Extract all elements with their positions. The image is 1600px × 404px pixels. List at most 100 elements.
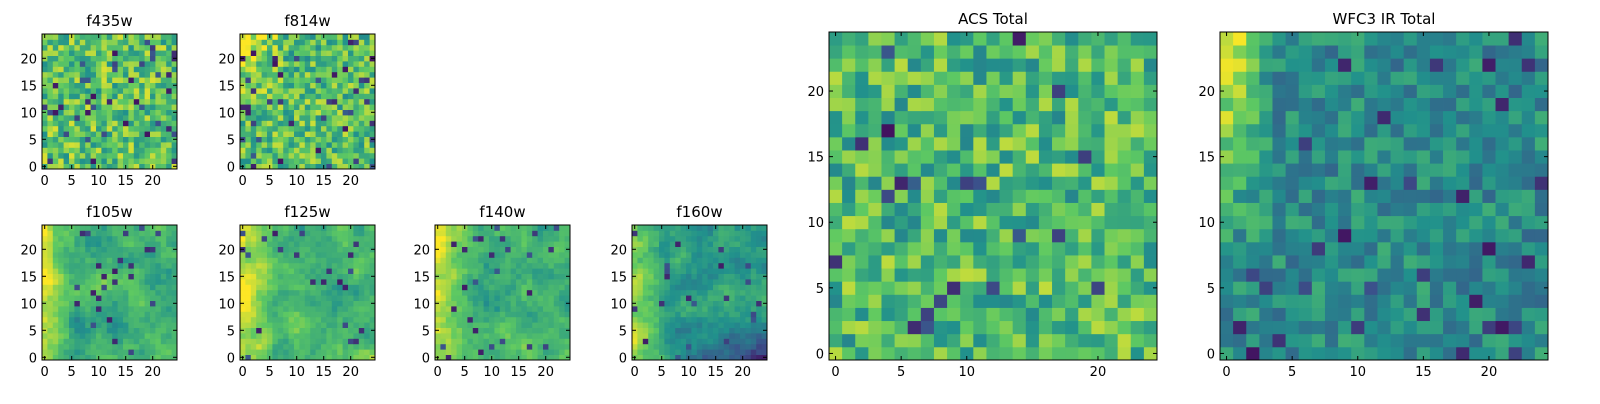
heatmap-cell xyxy=(1351,189,1365,203)
heatmap-cell xyxy=(670,247,676,253)
heatmap-cell xyxy=(947,71,961,85)
heatmap-cell xyxy=(74,126,80,132)
heatmap-cell xyxy=(1351,216,1365,230)
heatmap-cell xyxy=(1078,242,1092,256)
heatmap-cell xyxy=(251,263,257,269)
heatmap-cell xyxy=(881,124,895,138)
heatmap-cell xyxy=(343,88,349,94)
heatmap-cell xyxy=(305,230,311,236)
heatmap-cell xyxy=(96,317,102,323)
heatmap-cell xyxy=(691,317,697,323)
heatmap-cell xyxy=(359,236,365,242)
heatmap-cell xyxy=(150,333,156,339)
heatmap-cell xyxy=(251,338,257,344)
heatmap-cell xyxy=(139,66,145,72)
heatmap-cell xyxy=(756,241,762,247)
heatmap-cell xyxy=(691,349,697,355)
heatmap-cell xyxy=(310,93,316,99)
heatmap-cell xyxy=(868,58,882,72)
heatmap-cell xyxy=(686,257,692,263)
heatmap-cell xyxy=(278,333,284,339)
heatmap-cell xyxy=(1482,268,1496,282)
heatmap-cell xyxy=(353,99,359,105)
heatmap-cell xyxy=(166,34,172,40)
heatmap-cell xyxy=(294,263,300,269)
heatmap-cell xyxy=(713,311,719,317)
heatmap-cell xyxy=(337,34,343,40)
heatmap-cell xyxy=(267,268,273,274)
heatmap-cell xyxy=(256,338,262,344)
heatmap-cell xyxy=(435,322,441,328)
heatmap-cell xyxy=(74,263,80,269)
heatmap-cell xyxy=(532,247,538,253)
heatmap-cell xyxy=(921,189,935,203)
heatmap-cell xyxy=(245,257,251,263)
heatmap-cell xyxy=(532,279,538,285)
y-tick-label: 0 xyxy=(816,347,824,362)
heatmap-cell xyxy=(267,45,273,51)
heatmap-cell xyxy=(500,247,506,253)
heatmap-cell xyxy=(343,137,349,143)
heatmap-cell xyxy=(310,56,316,62)
heatmap-cell xyxy=(91,50,97,56)
heatmap-cell xyxy=(745,284,751,290)
heatmap-cell xyxy=(96,153,102,159)
heatmap-cell xyxy=(337,88,343,94)
heatmap-cell xyxy=(112,66,118,72)
heatmap-cell xyxy=(96,88,102,94)
heatmap-cell xyxy=(960,150,974,164)
heatmap-cell xyxy=(446,301,452,307)
heatmap-cell xyxy=(316,322,322,328)
heatmap-cell xyxy=(745,311,751,317)
heatmap-cell xyxy=(532,225,538,231)
heatmap-cell xyxy=(960,255,974,269)
heatmap-cell xyxy=(316,274,322,280)
heatmap-cell xyxy=(91,126,97,132)
heatmap-cell xyxy=(58,153,64,159)
heatmap-cell xyxy=(112,88,118,94)
heatmap-cell xyxy=(1325,308,1339,322)
heatmap-cell xyxy=(118,333,124,339)
heatmap-cell xyxy=(47,263,53,269)
heatmap-cell xyxy=(451,295,457,301)
heatmap-cell xyxy=(713,333,719,339)
heatmap-cell xyxy=(1338,163,1352,177)
heatmap-cell xyxy=(842,308,856,322)
heatmap-cell xyxy=(521,247,527,253)
heatmap-cell xyxy=(745,317,751,323)
heatmap-cell xyxy=(155,56,161,62)
heatmap-cell xyxy=(440,284,446,290)
heatmap-cell xyxy=(134,61,140,67)
heatmap-cell xyxy=(118,131,124,137)
heatmap-cell xyxy=(155,247,161,253)
heatmap-cell xyxy=(637,301,643,307)
heatmap-cell xyxy=(1522,189,1536,203)
heatmap-cell xyxy=(467,252,473,258)
heatmap-cell xyxy=(91,338,97,344)
heatmap-cell xyxy=(543,328,549,334)
heatmap-cell xyxy=(521,274,527,280)
heatmap-cell xyxy=(64,147,70,153)
heatmap-cell xyxy=(332,66,338,72)
heatmap-cell xyxy=(96,311,102,317)
heatmap-cell xyxy=(724,225,730,231)
heatmap-cell xyxy=(310,142,316,148)
heatmap-cell xyxy=(855,229,869,243)
heatmap-cell xyxy=(1286,242,1300,256)
heatmap-cell xyxy=(554,328,560,334)
heatmap-cell xyxy=(708,257,714,263)
heatmap-cell xyxy=(670,241,676,247)
heatmap-cell xyxy=(353,247,359,253)
heatmap-cell xyxy=(868,150,882,164)
heatmap-cell xyxy=(842,137,856,151)
heatmap-cell xyxy=(756,344,762,350)
heatmap-cell xyxy=(80,328,86,334)
heatmap-cell xyxy=(548,230,554,236)
heatmap-cell xyxy=(934,84,948,98)
heatmap-cell xyxy=(1364,281,1378,295)
heatmap-cell xyxy=(91,83,97,89)
heatmap-cell xyxy=(299,153,305,159)
heatmap-cell xyxy=(986,242,1000,256)
heatmap-cell xyxy=(697,263,703,269)
heatmap-cell xyxy=(921,137,935,151)
